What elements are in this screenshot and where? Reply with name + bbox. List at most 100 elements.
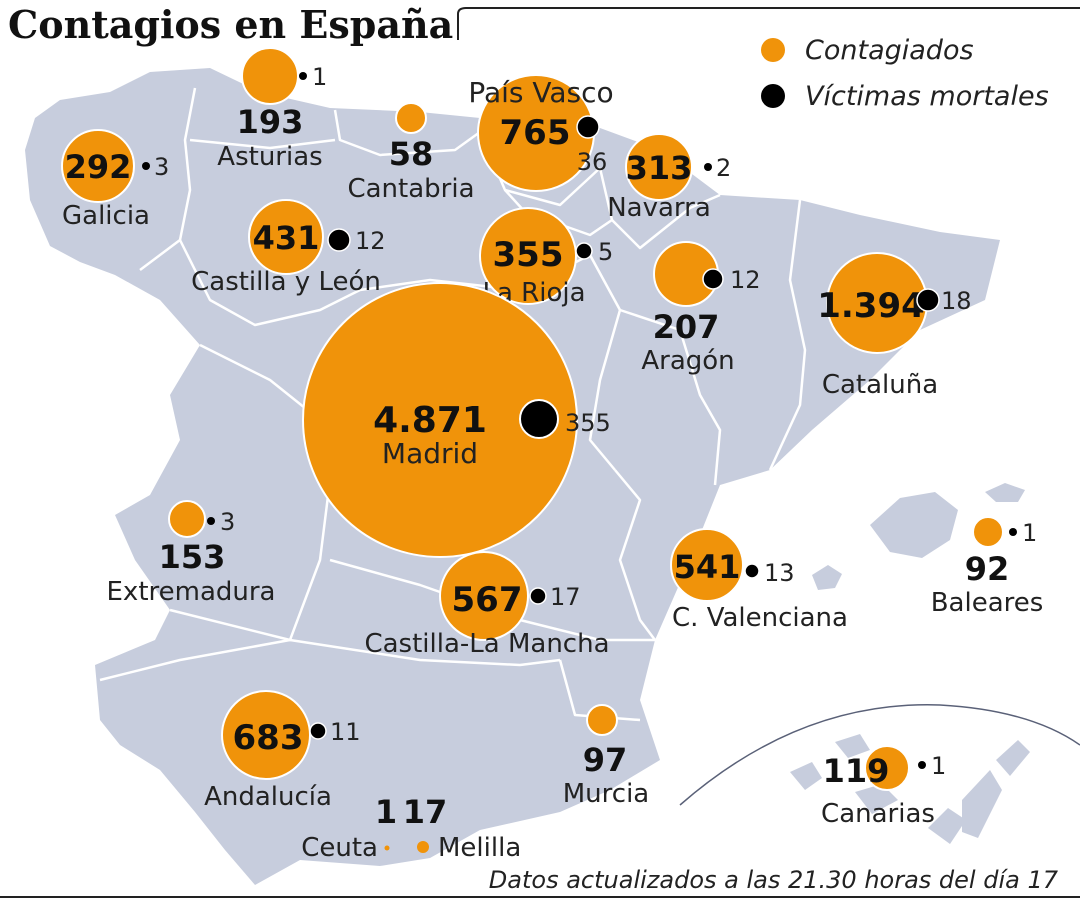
infected-count: 1 [375, 793, 397, 831]
deaths-dot [744, 563, 760, 579]
region-name: Cantabria [347, 174, 474, 204]
region-name: Navarra [607, 193, 711, 223]
region-asturias: 1 193 Asturias [217, 47, 327, 172]
border-andalucia [99, 638, 561, 682]
infected-count: 431 [253, 219, 320, 257]
region-name: Cataluña [822, 370, 938, 400]
region-ceuta: 1 Ceuta [301, 793, 397, 863]
deaths-dot [576, 115, 600, 139]
deaths-count: 13 [764, 559, 795, 587]
canary-island-4 [928, 808, 966, 844]
deaths-count: 1 [931, 752, 946, 780]
region-canarias: 119 1 Canarias [821, 745, 946, 829]
infected-bubble [248, 199, 324, 275]
deaths-count: 5 [598, 238, 613, 266]
infected-count: 58 [389, 135, 434, 173]
region-cataluna: 1.394 18 Cataluña [817, 252, 972, 400]
infected-count: 541 [674, 548, 741, 586]
infected-count: 1.394 [817, 286, 925, 326]
infected-count: 4.871 [373, 400, 487, 441]
infected-bubble [221, 690, 311, 780]
region-madrid: 4.871 Madrid 355 [302, 282, 611, 558]
region-name: Melilla [438, 833, 521, 863]
canary-island-2 [835, 734, 870, 758]
border-galicia [139, 87, 197, 271]
region-name: C. Valenciana [672, 603, 848, 633]
region-name: Andalucía [204, 782, 332, 812]
infected-count: 313 [626, 149, 693, 187]
infected-bubble [439, 551, 529, 641]
infected-count: 97 [583, 741, 628, 779]
region-cantabria: 58 Cantabria [347, 102, 475, 204]
infected-bubble [972, 516, 1004, 548]
deaths-dot [327, 228, 351, 252]
deaths-dot [1009, 528, 1017, 536]
menorca-island [985, 483, 1025, 502]
deaths-count: 355 [565, 409, 611, 437]
deaths-dot [918, 761, 926, 769]
legend-deaths-label: Víctimas mortales [805, 81, 1049, 112]
infected-bubble [417, 841, 429, 853]
legend: Contagiados Víctimas mortales [761, 35, 1049, 112]
deaths-dot [575, 242, 593, 260]
mallorca-island [870, 492, 958, 558]
canarias-inset-arc [679, 704, 1080, 806]
canary-island-5 [962, 770, 1002, 838]
region-pais-vasco: País Vasco 765 36 [468, 74, 614, 192]
infected-bubble [384, 845, 390, 851]
region-name: Aragón [641, 346, 734, 376]
border-aragon-cataluna [768, 199, 807, 471]
deaths-dot [309, 722, 327, 740]
infected-count: 17 [403, 793, 448, 831]
region-castilla-la-mancha: 567 17 Castilla-La Mancha [364, 551, 610, 659]
border-valencia [614, 469, 656, 641]
map-title: Contagios en España [8, 2, 453, 47]
border-asturias [189, 138, 336, 150]
deaths-count: 17 [550, 583, 581, 611]
region-name: Castilla y León [191, 267, 381, 297]
deaths-count: 3 [220, 508, 235, 536]
infected-bubble [302, 282, 578, 558]
region-la-rioja: 355 5 La Rioja [479, 207, 613, 308]
infected-bubble [670, 528, 744, 602]
region-castilla-y-leon: 431 12 Castilla y León [191, 199, 386, 297]
update-footnote: Datos actualizados a las 21.30 horas del… [489, 866, 1059, 894]
region-name: Baleares [931, 588, 1044, 618]
border-aragon-west [619, 308, 722, 486]
infected-bubble [395, 102, 427, 134]
title-frame-line [457, 7, 1080, 40]
ibiza-island [812, 565, 842, 590]
infected-bubble [864, 745, 910, 791]
region-name: País Vasco [468, 76, 613, 109]
infected-count: 355 [493, 235, 564, 275]
region-name: Galicia [62, 201, 150, 231]
deaths-dot [702, 268, 724, 290]
infected-count: 683 [233, 718, 304, 758]
deaths-count: 3 [154, 153, 169, 181]
region-name: Murcia [563, 779, 649, 809]
deaths-dot [207, 517, 215, 525]
region-name: Ceuta [301, 833, 378, 863]
region-name: Madrid [382, 437, 478, 470]
region-galicia: 292 3 Galicia [61, 129, 169, 231]
infected-bubble [586, 704, 618, 736]
infected-count: 119 [823, 752, 890, 790]
border-cyl-south [178, 239, 622, 471]
canary-island-3 [855, 784, 898, 814]
region-name: Castilla-La Mancha [364, 629, 609, 659]
border-navarra [598, 167, 721, 250]
region-navarra: 313 2 Navarra [607, 133, 731, 223]
deaths-count: 18 [941, 287, 972, 315]
deaths-count: 36 [577, 148, 608, 176]
legend-infected-label: Contagiados [805, 35, 974, 66]
region-name: Extremadura [107, 577, 276, 607]
border-murcia [558, 659, 641, 722]
legend-infected-marker [761, 38, 785, 62]
deaths-count: 12 [730, 266, 761, 294]
infected-count: 193 [237, 103, 304, 141]
infected-bubble [625, 133, 693, 201]
legend-deaths-marker [761, 84, 785, 108]
deaths-count: 11 [330, 718, 361, 746]
canary-island-1 [790, 762, 822, 790]
